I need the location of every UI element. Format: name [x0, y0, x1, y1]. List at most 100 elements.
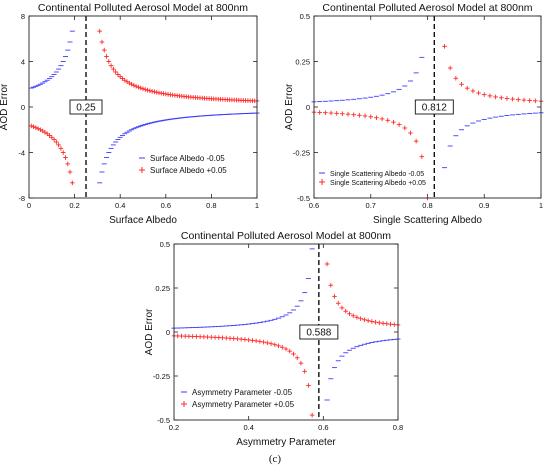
series-2-point	[309, 412, 315, 418]
series-2-point	[70, 180, 75, 186]
series-2-point	[49, 135, 55, 140]
chart-title: Continental Polluted Aerosol Model at 80…	[322, 2, 532, 14]
legend: Single Scattering Albedo -0.05 Single Sca…	[319, 171, 426, 187]
series-2-point	[510, 96, 515, 102]
series-2-point	[145, 87, 150, 93]
y-tick-label: 0.5	[160, 240, 170, 249]
y-tick-label: 8	[21, 12, 25, 21]
series-2-point	[419, 154, 425, 159]
y-tick-label: 0	[21, 103, 25, 112]
figure-caption: (c)	[269, 453, 282, 465]
x-tick-label: 0.2	[69, 201, 79, 210]
singularity-box	[69, 99, 103, 115]
series-2-point	[272, 342, 278, 347]
series-2-point	[133, 84, 139, 89]
series-2-point	[343, 308, 349, 314]
series-2-point	[354, 315, 360, 320]
series-2-point	[358, 316, 363, 321]
series-2-point	[142, 87, 148, 92]
series-2-point	[108, 63, 114, 68]
series-2-point	[54, 139, 59, 145]
series-2-point	[362, 113, 368, 119]
series-2-point	[101, 47, 107, 53]
series-2-point	[369, 319, 375, 324]
x-tick-label: 0.8	[422, 201, 432, 210]
singularity-value: 0.812	[422, 103, 447, 114]
series-2-point	[464, 85, 470, 91]
singularity-box	[299, 324, 339, 340]
series-2-point	[442, 44, 447, 49]
series-2-point	[504, 96, 510, 101]
series-2-point	[328, 282, 334, 288]
series-2-point	[99, 39, 105, 45]
series-2-point	[294, 355, 300, 361]
series-2-point	[347, 311, 352, 317]
series-2-point	[104, 54, 109, 59]
series-2-point	[334, 111, 339, 116]
series-2-point	[521, 97, 527, 103]
series-2-point	[31, 124, 36, 130]
series-2-point	[291, 351, 296, 357]
plot-frame	[313, 15, 542, 199]
series-2-point	[339, 305, 345, 311]
series-2-point	[140, 86, 146, 92]
plot-frame	[173, 243, 399, 421]
series-2-point	[385, 118, 391, 123]
chart-title: Continental Polluted Aerosol Model at 80…	[38, 2, 248, 14]
x-tick-label: 1	[539, 201, 543, 210]
x-tick-label: 0.4	[115, 201, 125, 210]
series-2-point	[283, 346, 289, 352]
x-tick-label: 0.6	[309, 201, 319, 210]
y-tick-label: 0	[306, 103, 310, 112]
series-2-point	[33, 125, 39, 130]
legend: Asymmetry Parameter -0.05 Asymmetry Param…	[181, 388, 295, 409]
series-2-point	[111, 66, 116, 72]
series-2-point	[115, 72, 121, 77]
series-2-point	[250, 338, 255, 343]
series-2-point	[65, 161, 71, 167]
series-2-point	[332, 294, 337, 299]
series-2-point	[459, 81, 464, 87]
singularity-value: 0.588	[306, 328, 331, 339]
series-2-point	[152, 89, 157, 95]
x-tick-label: 0.2	[169, 423, 179, 432]
series-2-point	[357, 112, 362, 118]
series-2-point	[351, 112, 357, 117]
series-2-point	[345, 111, 351, 117]
series-2-point	[340, 111, 345, 117]
series-2-point	[268, 341, 274, 346]
series-2-point	[276, 343, 281, 349]
series-2-point	[28, 123, 34, 129]
series-2-point	[56, 142, 61, 148]
series-2-point	[317, 110, 322, 115]
y-tick-label: -0.25	[153, 372, 170, 381]
legend-label: Surface Albedo -0.05	[150, 154, 225, 163]
x-tick-label: 0.4	[243, 423, 253, 432]
series-2-point	[373, 319, 378, 325]
y-tick-label: -4	[18, 149, 25, 158]
series-2-point	[131, 83, 137, 88]
y-tick-label: 0.25	[155, 284, 170, 293]
series-2-point	[265, 340, 270, 346]
x-tick-label: 0	[27, 201, 31, 210]
x-tick-label: 0.8	[393, 423, 403, 432]
series-2-point	[368, 114, 374, 120]
series-2-point	[147, 88, 153, 94]
y-tick-label: -8	[18, 194, 25, 203]
series-2-point	[154, 90, 159, 95]
legend-label: Single Scattering Albedo +0.05	[330, 180, 426, 187]
y-tick-label: 0.5	[300, 12, 310, 21]
x-tick-label: 1	[255, 201, 259, 210]
x-axis-label: Asymmetry Parameter	[236, 437, 336, 448]
series-2-point	[138, 85, 144, 91]
series-2-point	[257, 339, 263, 344]
series-2-point	[396, 122, 402, 127]
singularity-value: 0.25	[76, 103, 96, 114]
y-tick-label: -0.5	[157, 416, 170, 425]
x-axis-label: Single Scattering Albedo	[373, 215, 482, 226]
series-2-point	[253, 338, 259, 344]
series-2-point	[328, 110, 334, 116]
series-2-point	[413, 138, 419, 144]
chart-panel-1: Continental Polluted Aerosol Model at 80…	[0, 2, 260, 226]
